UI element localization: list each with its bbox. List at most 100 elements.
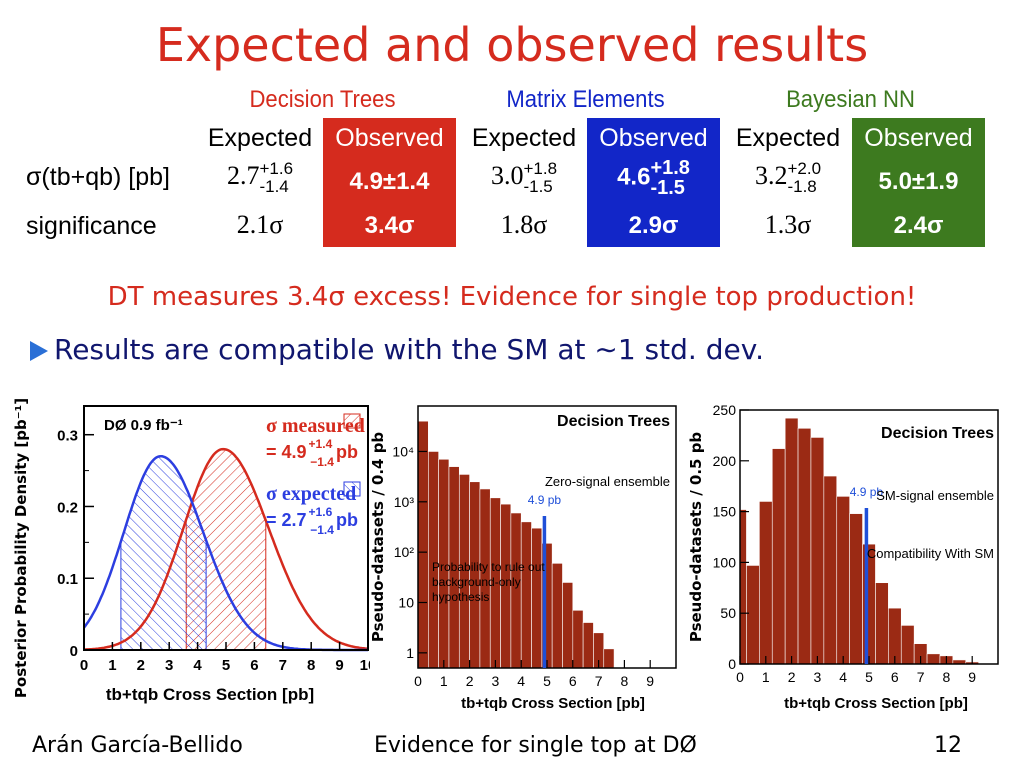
row-significance-label: significance	[26, 212, 157, 240]
histogram-ytick-label: 0	[728, 656, 736, 672]
posterior-band-expected	[120, 455, 207, 651]
histogram-xtick-label: 1	[440, 673, 448, 689]
histogram-bar	[849, 513, 863, 665]
me-expected-significance: 1.8σ	[500, 210, 548, 239]
histogram-bar	[926, 653, 941, 665]
sm-signal-title: Decision Trees	[881, 425, 994, 442]
posterior-chart: 0 1 2 3 4 5 6 7 8 9 10 0 0.1 0.2 0.3 Posterior Probabi…	[12, 398, 370, 704]
slide-title: Expected and observed results	[155, 18, 869, 72]
histogram-bar	[875, 582, 889, 665]
posterior-experiment-label: DØ 0.9 fb⁻¹	[104, 417, 183, 434]
posterior-ytick-label: 0.3	[57, 428, 78, 445]
zero-signal-marker-label: 4.9 pb	[528, 493, 562, 507]
posterior-xlabel: tb+tqb Cross Section [pb]	[106, 685, 314, 704]
histogram-xtick-label: 2	[788, 669, 796, 685]
me-expected-cross-section: 3.0 +1.8 -1.5	[490, 159, 558, 196]
dt-observed-header: Observed	[335, 124, 444, 152]
posterior-ytick-label: 0	[70, 643, 78, 660]
group-matrix-elements: Matrix Elements	[506, 86, 665, 113]
histogram-bar	[771, 448, 786, 665]
histogram-bar	[739, 509, 747, 665]
zero-signal-ylabel: Pseudo-datasets / 0.4 pb	[369, 432, 387, 643]
row-cross-section-label: σ(tb+qb) [pb]	[26, 163, 170, 191]
group-decision-trees: Decision Trees	[249, 86, 396, 113]
histogram-bar	[797, 427, 812, 665]
posterior-ytick-label: 0.2	[57, 499, 78, 516]
posterior-xtick-label: 10	[360, 657, 370, 674]
histogram-xtick-label: 9	[968, 669, 976, 685]
bullet-item: Results are compatible with the SM at ∼1…	[30, 333, 764, 366]
histogram-bar	[900, 625, 915, 665]
sm-signal-ensemble-text: SM-signal ensemble	[876, 488, 994, 503]
sm-signal-xlabel: tb+tqb Cross Section [pb]	[784, 695, 968, 712]
me-observed-significance: 2.9σ	[628, 212, 679, 239]
histogram-xtick-label: 2	[466, 673, 474, 689]
histogram-bar	[746, 565, 760, 665]
zero-signal-ensemble-text: Zero-signal ensemble	[545, 474, 670, 489]
me-observed-header: Observed	[599, 124, 708, 152]
histogram-xtick-label: 7	[917, 669, 925, 685]
bnn-expected-header: Expected	[735, 124, 841, 152]
histogram-xtick-label: 0	[736, 669, 744, 685]
histogram-xtick-label: 9	[646, 673, 654, 689]
bullet-text: Results are compatible with the SM at ∼1…	[54, 333, 764, 366]
histogram-ytick-label: 1	[406, 645, 414, 661]
histogram-ytick-label: 150	[713, 504, 737, 520]
histogram-bar	[417, 420, 429, 669]
sm-signal-compatibility-text: Compatibility With SM	[867, 546, 994, 561]
posterior-xtick-label: 4	[193, 657, 202, 674]
legend-expected-swatch	[343, 481, 361, 497]
dt-expected-header: Expected	[207, 124, 313, 152]
legend-expected-label: σ expected	[266, 483, 356, 505]
dt-statement: DT measures 3.4σ excess! Evidence for si…	[107, 282, 917, 312]
histogram-bar	[572, 609, 584, 669]
dt-observed-cross-section: 4.9±1.4	[349, 168, 430, 195]
histogram-xtick-label: 5	[543, 673, 551, 689]
posterior-ytick-label: 0.1	[57, 571, 78, 588]
bnn-observed-significance: 2.4σ	[893, 212, 944, 239]
histogram-xtick-label: 4	[517, 673, 525, 689]
histogram-bar	[582, 622, 594, 669]
me-observed-band	[587, 118, 720, 247]
legend-measured-value: = 4.9 +1.4 −1.4 pb	[266, 437, 358, 469]
legend-measured-label: σ measured	[266, 415, 365, 437]
histogram-bar	[888, 607, 902, 665]
histogram-ytick-label: 100	[713, 554, 737, 570]
posterior-xtick-label: 2	[137, 657, 145, 674]
posterior-xtick-label: 1	[108, 657, 116, 674]
histogram-bar	[862, 543, 876, 665]
zero-signal-title: Decision Trees	[557, 413, 670, 430]
histogram-xtick-label: 4	[839, 669, 847, 685]
bnn-observed-header: Observed	[864, 124, 973, 152]
legend-expected-value: = 2.7 +1.6 −1.4 pb	[266, 505, 358, 537]
histogram-xtick-label: 7	[595, 673, 603, 689]
histogram-ytick-label: 10³	[394, 494, 415, 510]
zero-signal-note: Probability to rule out background-only …	[432, 560, 545, 604]
dt-observed-significance: 3.4σ	[364, 212, 415, 239]
sm-signal-ylabel: Pseudo-datasets / 0.5 pb	[687, 432, 705, 643]
triangle-bullet-icon	[30, 341, 48, 361]
histogram-xtick-label: 6	[891, 669, 899, 685]
posterior-xtick-label: 5	[222, 657, 230, 674]
histogram-ytick-label: 250	[713, 402, 737, 418]
sm-signal-marker-label: 4.9 pb	[850, 485, 884, 499]
footer-author: Arán García-Bellido	[32, 733, 243, 758]
legend-measured-swatch	[343, 413, 361, 429]
zero-signal-xlabel: tb+tqb Cross Section [pb]	[461, 695, 645, 712]
histogram-ytick-label: 50	[720, 605, 736, 621]
posterior-xtick-label: 3	[165, 657, 173, 674]
dt-expected-significance: 2.1σ	[236, 210, 284, 239]
bnn-observed-cross-section: 5.0±1.9	[878, 168, 959, 195]
dt-expected-cross-section: 2.7 +1.6 -1.4	[226, 159, 294, 196]
histogram-xtick-label: 6	[569, 673, 577, 689]
histogram-bar	[836, 496, 850, 665]
histogram-bar	[562, 582, 574, 669]
histogram-xtick-label: 3	[492, 673, 500, 689]
histogram-ytick-label: 10	[398, 595, 414, 611]
bnn-expected-significance: 1.3σ	[764, 210, 812, 239]
histogram-bar	[603, 648, 615, 669]
posterior-xtick-label: 9	[335, 657, 343, 674]
dt-observed-band	[323, 118, 456, 247]
histogram-xtick-label: 8	[621, 673, 629, 689]
